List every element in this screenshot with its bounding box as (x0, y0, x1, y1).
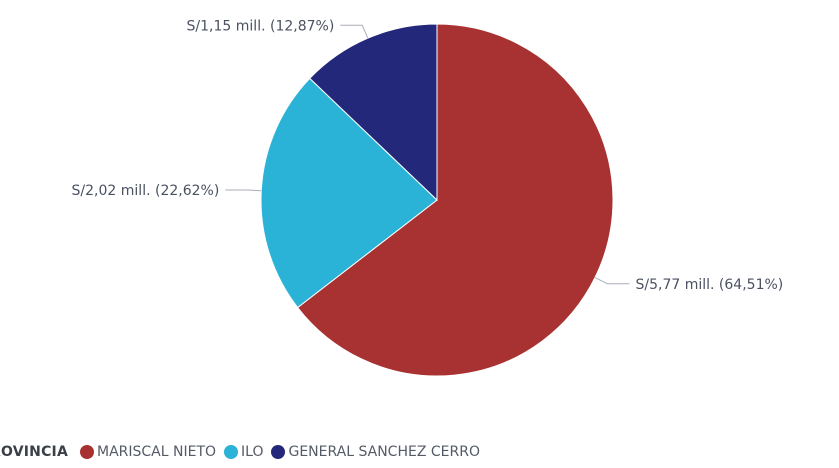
legend: ROVINCIA MARISCAL NIETO ILO GENERAL SANC… (0, 440, 488, 464)
legend-item-mariscal-nieto[interactable]: MARISCAL NIETO (80, 444, 216, 460)
pie-chart: S/5,77 mill. (64,51%) S/2,02 mill. (22,62… (72, 18, 784, 377)
pie-slice-ilo[interactable] (260, 77, 438, 309)
legend-item-general-sanchez-cerro[interactable]: GENERAL SANCHEZ CERRO (271, 444, 480, 460)
legend-label-general-sanchez-cerro: GENERAL SANCHEZ CERRO (288, 444, 480, 460)
leader-line-ilo (225, 189, 262, 192)
legend-marker-mariscal-nieto (80, 445, 94, 459)
pie-slice-mariscal-nieto[interactable] (296, 23, 614, 377)
leader-line-general-sanchez-cerro (340, 24, 369, 39)
legend-item-ilo[interactable]: ILO (224, 444, 263, 460)
data-label-mariscal-nieto: S/5,77 mill. (64,51%) (636, 277, 784, 293)
legend-title: ROVINCIA (0, 444, 68, 460)
legend-label-mariscal-nieto: MARISCAL NIETO (97, 444, 217, 460)
leader-line-mariscal-nieto (594, 277, 630, 285)
pie-slice-general-sanchez-cerro[interactable] (309, 23, 438, 202)
legend-marker-general-sanchez-cerro (271, 445, 286, 459)
data-label-general-sanchez-cerro: S/1,15 mill. (12,87%) (187, 18, 335, 34)
data-label-ilo: S/2,02 mill. (22,62%) (72, 183, 220, 199)
legend-marker-ilo (224, 445, 239, 459)
legend-label-ilo: ILO (241, 444, 264, 460)
